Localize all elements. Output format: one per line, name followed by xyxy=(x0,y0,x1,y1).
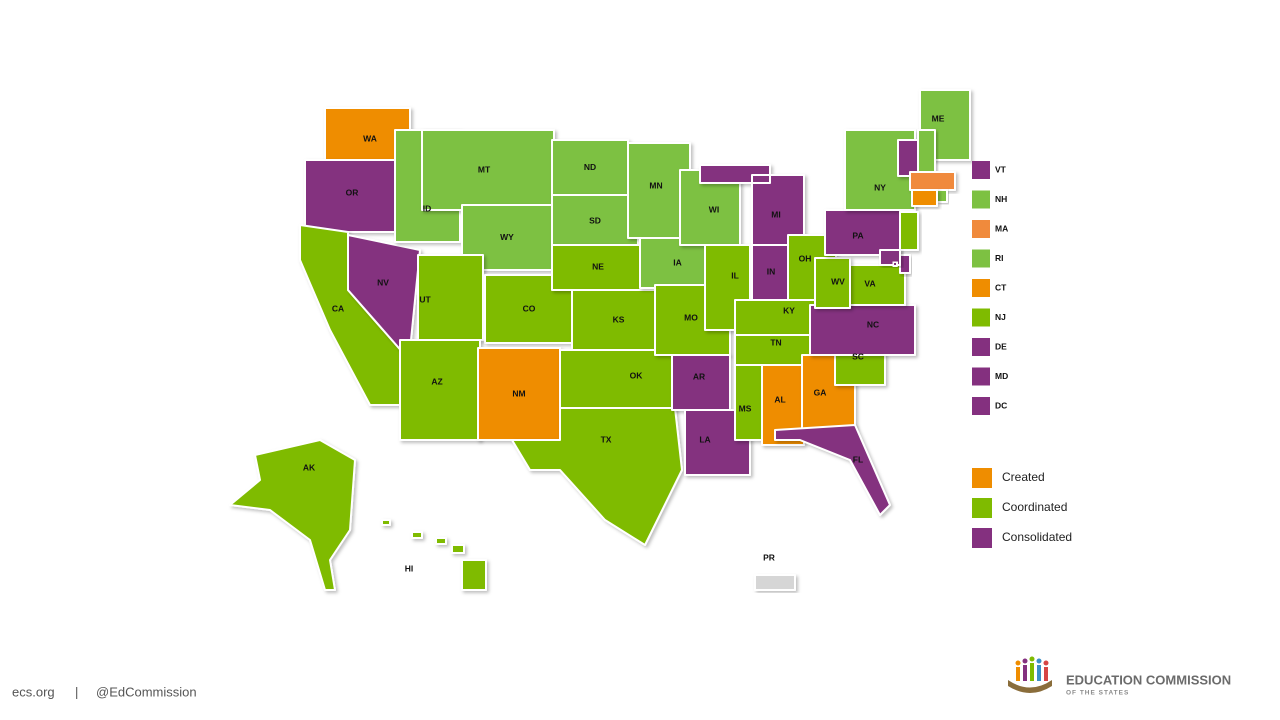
state-shape xyxy=(417,254,484,341)
small-state-label: RI xyxy=(995,253,1004,263)
small-state-swatch xyxy=(972,161,990,179)
state-shape xyxy=(909,171,956,191)
small-state-label: MA xyxy=(995,223,1008,233)
state-label: OR xyxy=(346,187,359,197)
legend: Created Coordinated Consolidated xyxy=(972,468,1072,548)
state-label: WV xyxy=(831,276,845,286)
small-state-swatch xyxy=(972,220,990,238)
state-label: KY xyxy=(783,305,795,315)
state-label: TN xyxy=(770,337,781,347)
state-label: CO xyxy=(523,303,536,313)
logo-subtitle: OF THE STATES xyxy=(1066,690,1129,697)
legend-label: Created xyxy=(1002,470,1045,484)
state-label: IL xyxy=(731,270,739,280)
logo-title: EDUCATION COMMISSION xyxy=(1066,672,1231,687)
small-state-swatch xyxy=(972,279,990,297)
state-label: AZ xyxy=(431,376,442,386)
state-label: NE xyxy=(592,261,604,271)
small-state-label: DC xyxy=(995,400,1007,410)
state-shape xyxy=(899,211,919,251)
state-label: MN xyxy=(649,180,662,190)
state-label: PA xyxy=(852,230,863,240)
state-label: AR xyxy=(693,371,705,381)
small-state-label: NH xyxy=(995,194,1007,204)
footer-site: ecs.org xyxy=(12,684,55,699)
legend-swatch xyxy=(972,468,992,488)
state-label: VA xyxy=(864,278,875,288)
state-label: AK xyxy=(303,462,316,472)
state-shape xyxy=(671,354,731,411)
state-label: IA xyxy=(673,257,682,267)
state-label: LA xyxy=(699,434,710,444)
state-label: MO xyxy=(684,312,698,322)
footer-separator: | xyxy=(75,684,78,699)
state-shape xyxy=(911,189,938,207)
state-label: OH xyxy=(799,253,812,263)
small-state-label: DE xyxy=(995,341,1007,351)
small-state-swatch xyxy=(972,397,990,415)
state-shape xyxy=(511,407,683,546)
state-label: AL xyxy=(774,394,785,404)
state-label: NM xyxy=(512,388,525,398)
state-label: OK xyxy=(630,370,644,380)
state-label: NY xyxy=(874,182,886,192)
legend-label: Consolidated xyxy=(1002,530,1072,544)
state-label: ME xyxy=(932,113,945,123)
state-shape xyxy=(229,439,356,591)
state-label: KS xyxy=(613,314,625,324)
small-state-label: CT xyxy=(995,282,1007,292)
legend-label: Coordinated xyxy=(1002,500,1067,514)
state-label: HI xyxy=(405,563,414,573)
state-label: IN xyxy=(767,266,776,276)
state-label: SC xyxy=(852,351,864,361)
state-shape xyxy=(809,304,916,356)
state-label: ND xyxy=(584,162,596,172)
small-state-swatch xyxy=(972,308,990,327)
state-label: MI xyxy=(771,209,780,219)
state-shape xyxy=(734,299,821,336)
us-map: WA OR CA NV ID MT WY UT CO AZ NM ND SD NE KS OK TX MN IA MO… xyxy=(229,89,971,591)
state-shape xyxy=(559,349,676,409)
small-state-label: NJ xyxy=(995,312,1006,322)
small-state-swatch xyxy=(972,338,990,356)
state-shape xyxy=(897,139,919,177)
state-label: NC xyxy=(867,319,879,329)
state-shape xyxy=(814,257,851,309)
state-label: FL xyxy=(853,454,863,464)
state-label: GA xyxy=(814,387,827,397)
footer-handle: @EdCommission xyxy=(96,684,197,699)
state-label: UT xyxy=(419,294,431,304)
state-shape xyxy=(684,409,751,476)
state-label: PR xyxy=(763,552,775,562)
small-state-swatch xyxy=(972,190,990,209)
state-label: WA xyxy=(363,133,377,143)
state-label: ID xyxy=(423,203,432,213)
state-label: NV xyxy=(377,277,389,287)
state-shape xyxy=(381,519,487,591)
small-state-swatch xyxy=(972,367,990,386)
state-label: MT xyxy=(478,164,491,174)
state-shape xyxy=(892,261,898,267)
state-label: MS xyxy=(739,403,752,413)
state-label: WY xyxy=(500,232,514,242)
state-shape xyxy=(761,364,805,446)
legend-swatch xyxy=(972,498,992,518)
legend-swatch xyxy=(972,528,992,548)
state-shape xyxy=(899,254,911,274)
small-state-list: VT NH MA RI CT NJ DE MD DC xyxy=(972,161,1008,415)
state-label: WI xyxy=(709,204,719,214)
state-shape xyxy=(936,189,948,203)
small-state-swatch xyxy=(972,249,990,268)
state-shape xyxy=(754,574,796,591)
state-shape xyxy=(774,424,891,516)
state-label: CA xyxy=(332,303,344,313)
state-label: TX xyxy=(601,434,612,444)
small-state-label: MD xyxy=(995,371,1008,381)
state-shape xyxy=(399,339,481,441)
logo-icon xyxy=(1008,656,1052,693)
small-state-label: VT xyxy=(995,164,1007,174)
state-label: SD xyxy=(589,215,601,225)
